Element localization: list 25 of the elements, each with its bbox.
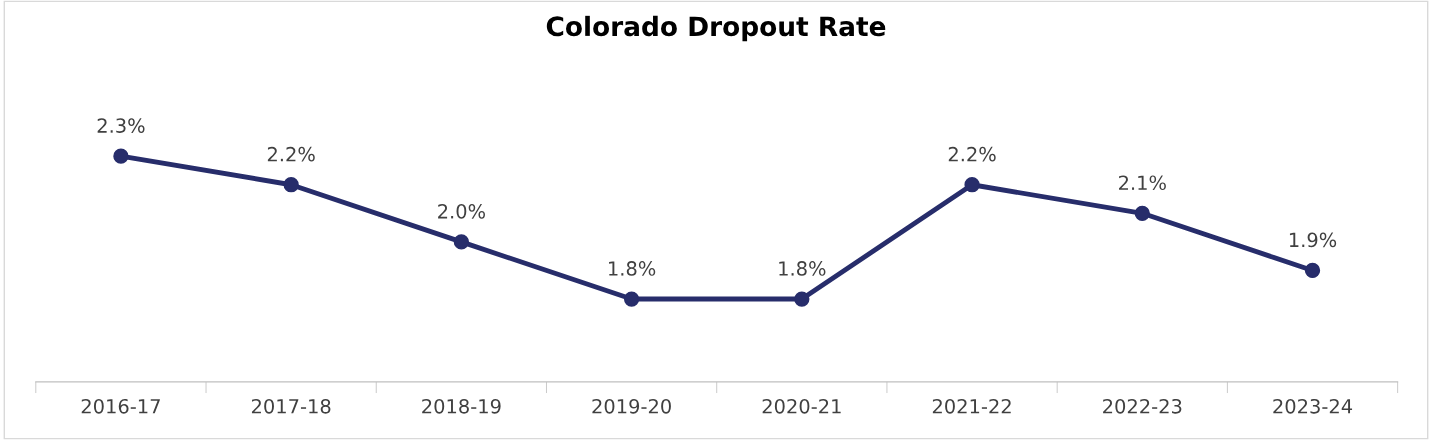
point (964, 177, 980, 193)
data-label: 2.2% (267, 146, 315, 162)
x-tick-label: 2020-21 (762, 398, 841, 414)
point (623, 291, 640, 307)
x-tick-label: 2019-20 (592, 398, 671, 414)
chart-title: Colorado Dropout Rate (546, 15, 886, 42)
point (1304, 262, 1321, 279)
x-tick-label: 2023-24 (1273, 398, 1353, 414)
point (794, 291, 810, 307)
point (453, 234, 470, 250)
x-tick-label: 2021-22 (932, 398, 1011, 414)
point (283, 177, 299, 193)
data-label: 1.9% (1289, 232, 1337, 248)
point (113, 148, 129, 164)
data-label: 2.1% (1119, 175, 1166, 191)
data-label: 2.3% (97, 118, 145, 133)
data-label: 2.0% (438, 203, 485, 219)
data-label: 2.2% (948, 146, 996, 162)
data-label: 1.8% (609, 261, 656, 276)
x-tick-label: 2017-18 (251, 398, 331, 414)
x-tick-label: 2022-23 (1103, 398, 1182, 414)
x-tick-label: 2016-17 (81, 398, 160, 414)
data-label: 1.8% (779, 261, 826, 276)
x-tick-label: 2018-19 (422, 398, 501, 414)
point (1134, 205, 1150, 221)
